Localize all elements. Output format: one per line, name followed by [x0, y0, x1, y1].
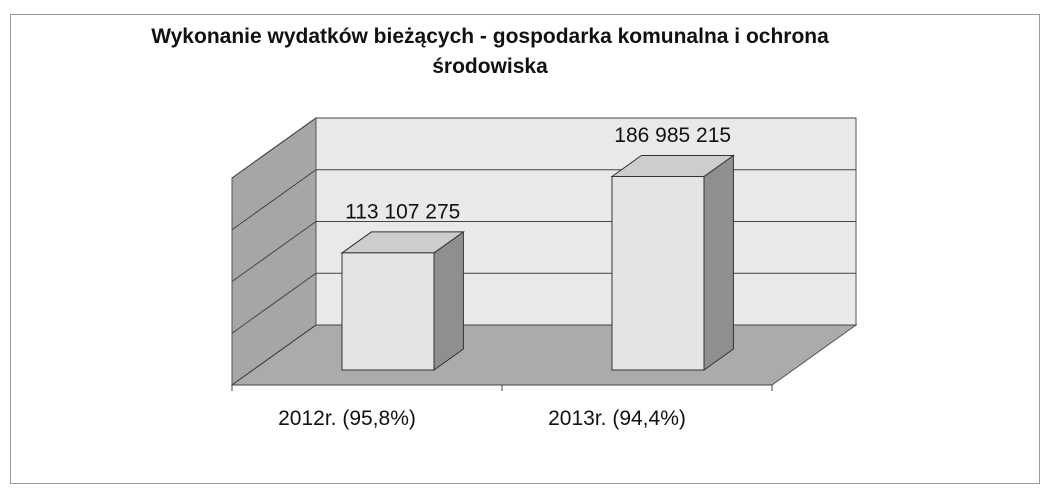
bar	[340, 230, 465, 371]
bar-side	[703, 154, 734, 371]
x-tick-label: 2013r. (94,4%)	[548, 407, 686, 430]
data-label: 113 107 275	[345, 200, 460, 223]
bar-side	[433, 230, 464, 371]
bar-front	[611, 175, 705, 371]
grid-line	[231, 117, 856, 179]
chart-title: Wykonanie wydatków bieżących - gospodark…	[151, 25, 829, 78]
bar	[610, 154, 735, 371]
x-tick-label: 2012r. (95,8%)	[278, 407, 416, 430]
floor	[230, 324, 858, 386]
chart-frame	[10, 14, 1040, 484]
data-label: 186 985 215	[614, 124, 731, 147]
bar-front	[341, 252, 435, 371]
